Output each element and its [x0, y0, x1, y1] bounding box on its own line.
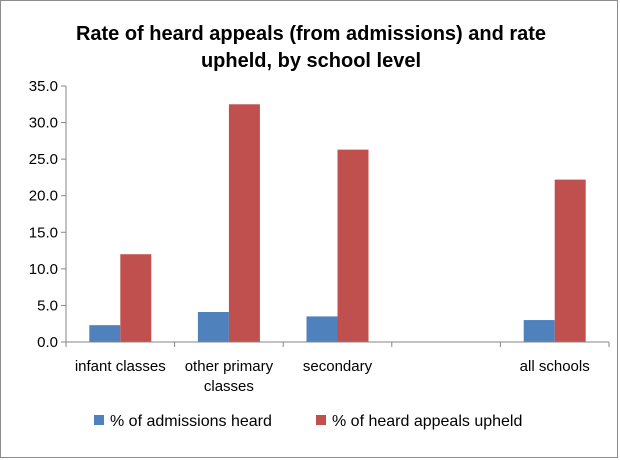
legend-swatch-admissions-heard: [94, 415, 104, 425]
y-tick-label: 15.0: [29, 224, 58, 241]
x-axis-labels: infant classes other primary classes second…: [75, 358, 590, 395]
y-axis-ticks: 0.0 5.0 10.0 15.0 20.0 25.0 30.0 35.0: [29, 78, 66, 351]
axes: [61, 86, 610, 347]
bar-appeals-upheld: [337, 149, 369, 342]
bar-admissions-heard: [89, 325, 121, 342]
chart-title: Rate of heard appeals (from admissions) …: [1, 21, 620, 75]
y-tick-label: 10.0: [29, 261, 58, 278]
x-category-label: classes: [204, 378, 254, 395]
bar-admissions-heard: [306, 316, 338, 342]
bar-appeals-upheld: [228, 104, 260, 343]
legend-label-admissions-heard: % of admissions heard: [110, 413, 272, 430]
y-tick-label: 30.0: [29, 115, 58, 132]
legend-label-appeals-upheld: % of heard appeals upheld: [332, 413, 522, 430]
x-category-label: secondary: [303, 358, 373, 375]
chart-title-line-1: Rate of heard appeals (from admissions) …: [75, 23, 547, 45]
y-tick-label: 0.0: [37, 334, 58, 351]
x-category-label: other primary: [185, 358, 274, 375]
chart-title-line-2: upheld, by school level: [200, 50, 422, 72]
y-tick-label: 25.0: [29, 151, 58, 168]
bar-appeals-upheld: [120, 254, 152, 342]
bar-appeals-upheld: [554, 179, 586, 342]
y-tick-label: 35.0: [29, 78, 58, 95]
bars: [89, 104, 586, 343]
bar-admissions-heard: [523, 320, 555, 342]
x-category-label: infant classes: [75, 358, 166, 375]
legend-swatch-appeals-upheld: [316, 415, 326, 425]
y-tick-label: 20.0: [29, 188, 58, 205]
legend: % of admissions heard % of heard appeals …: [94, 413, 522, 430]
x-category-label: all schools: [520, 358, 590, 375]
bar-admissions-heard: [197, 312, 229, 342]
y-tick-label: 5.0: [37, 297, 58, 314]
